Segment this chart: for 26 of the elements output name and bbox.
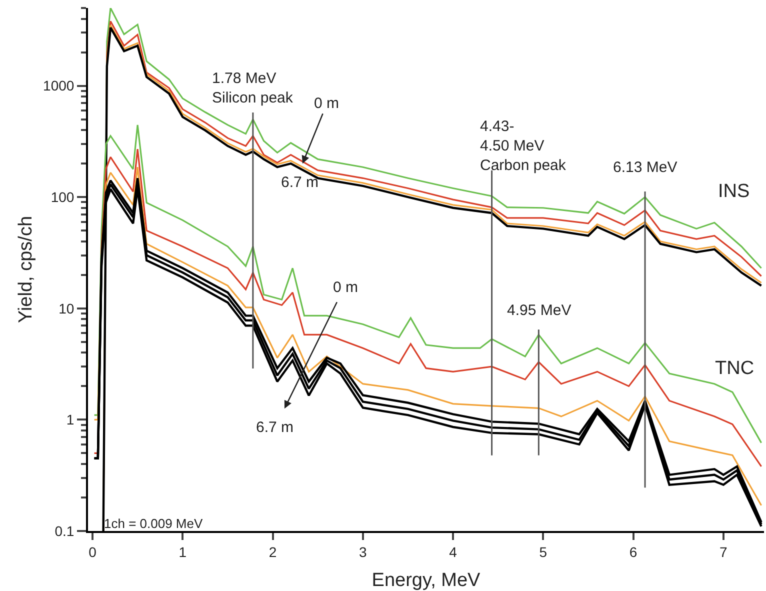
ref-line-label: 1.78 MeV Silicon peak [212,70,294,106]
x-tick-label: 1 [178,544,187,560]
y-tick-label: 1 [66,412,74,428]
x-tick-label: 6 [629,544,638,560]
y-axis-title: Yield, cps/ch [15,216,36,324]
annotation: INS [718,181,750,202]
x-tick-label: 5 [539,544,548,560]
x-tick-label: 2 [268,544,277,560]
ref-line-label: 4.95 MeV [507,302,572,319]
x-tick-label: 7 [720,544,728,560]
x-axis-title: Energy, MeV [372,570,481,591]
annotation: 6.7 m [281,174,319,191]
x-tick-label: 0 [88,544,97,560]
annotation: 1ch = 0.009 MeV [104,516,203,531]
y-tick-label: 100 [50,189,74,205]
annotation: 6.7 m [256,419,294,436]
x-tick-label: 4 [449,544,458,560]
ref-line-label: 6.13 MeV [613,159,678,176]
ref-line-label: 4.43- 4.50 MeV Carbon peak [480,118,566,174]
y-tick-label: 1000 [43,78,74,94]
annotation: 0 m [314,95,340,112]
y-tick-label: 10 [58,300,74,316]
y-tick-label: 0.1 [54,522,74,539]
annotation: 0 m [333,279,358,296]
x-tick-label: 3 [359,544,368,560]
annotation: TNC [715,358,754,379]
